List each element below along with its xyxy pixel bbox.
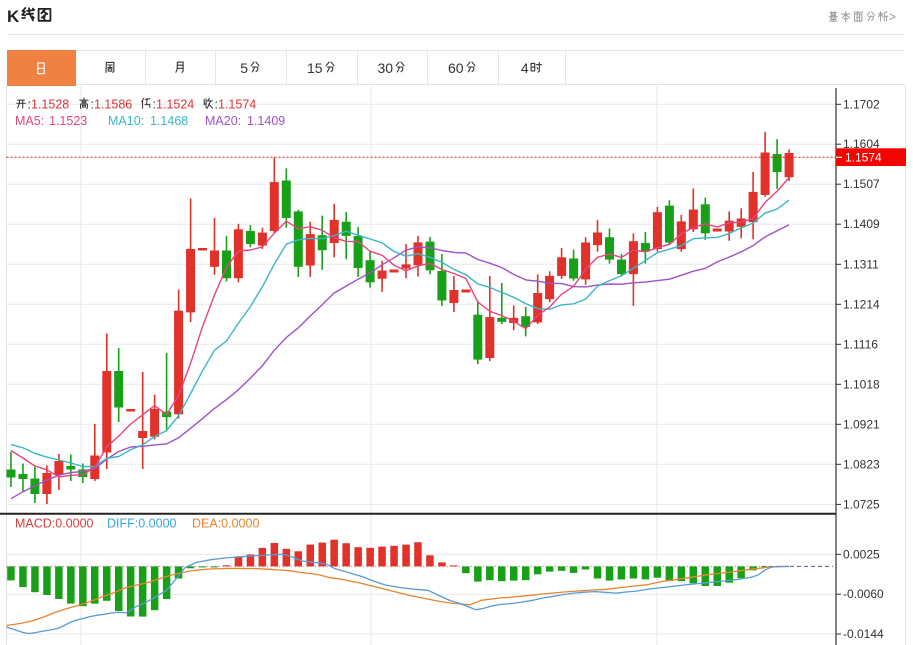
- svg-text:1.1409: 1.1409: [843, 217, 880, 231]
- svg-text:MA5:: MA5:: [15, 114, 44, 128]
- svg-text:1.1116: 1.1116: [843, 337, 878, 351]
- svg-text:-0.0144: -0.0144: [843, 627, 884, 641]
- svg-text:1.1524: 1.1524: [156, 97, 194, 111]
- svg-text::: :: [215, 97, 218, 111]
- svg-text:1.1574: 1.1574: [218, 97, 256, 111]
- svg-text:1.0725: 1.0725: [843, 497, 880, 511]
- svg-text:1.1574: 1.1574: [845, 151, 882, 165]
- svg-text:MA10:: MA10:: [108, 114, 144, 128]
- svg-text:0.0025: 0.0025: [843, 547, 880, 561]
- svg-text:1.1409: 1.1409: [247, 114, 285, 128]
- svg-text:1.1528: 1.1528: [31, 97, 69, 111]
- svg-text:MACD:0.0000: MACD:0.0000: [15, 517, 94, 531]
- svg-text:DIFF:0.0000: DIFF:0.0000: [107, 517, 177, 531]
- svg-text:1.1507: 1.1507: [843, 177, 880, 191]
- svg-text:1.1523: 1.1523: [49, 114, 87, 128]
- svg-text:1.1468: 1.1468: [150, 114, 188, 128]
- svg-text:1.1702: 1.1702: [843, 97, 880, 111]
- svg-text:1.0823: 1.0823: [843, 457, 880, 471]
- svg-text:DEA:0.0000: DEA:0.0000: [192, 517, 259, 531]
- svg-text::: :: [28, 97, 31, 111]
- svg-text:1.1311: 1.1311: [843, 257, 879, 271]
- svg-text:1.0921: 1.0921: [843, 417, 880, 431]
- svg-text:1.1604: 1.1604: [843, 137, 880, 151]
- svg-text:1.1586: 1.1586: [94, 97, 132, 111]
- svg-text::: :: [153, 97, 156, 111]
- svg-text:MA20:: MA20:: [205, 114, 241, 128]
- svg-text:1.1018: 1.1018: [843, 377, 880, 391]
- svg-text::: :: [91, 97, 94, 111]
- svg-text:-0.0060: -0.0060: [843, 587, 884, 601]
- svg-text:1.1214: 1.1214: [843, 297, 880, 311]
